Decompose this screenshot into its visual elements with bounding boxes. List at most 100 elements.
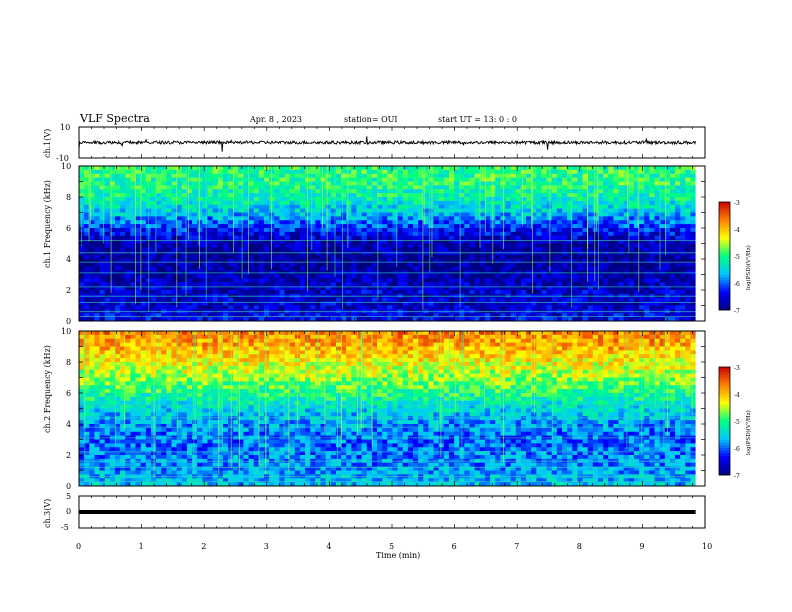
spectrogram-cell [192,177,198,182]
spectrogram-cell [176,243,183,248]
spectrogram-cell [500,259,506,264]
spectrogram-cell [479,262,486,268]
spectrogram-cell [644,290,650,295]
spectrogram-cell [310,297,316,303]
spectrogram-cell [664,251,671,256]
spectrogram-cell [649,297,655,303]
spectrogram-cell [510,247,517,252]
spectrogram-cell [577,290,583,295]
spectrogram-cell [289,224,296,229]
spectrogram-cell [690,301,697,306]
spectrogram-cell [526,313,532,318]
spectrogram-cell [618,224,625,229]
spectrogram-cell [382,197,388,202]
spectrogram-cell [505,247,512,252]
spectrogram-cell [243,239,249,244]
spectrogram-cell [531,185,537,190]
spectrogram-cell [387,200,393,206]
spectrogram-cell [186,274,193,279]
spectrogram-cell [289,235,296,241]
spectrogram-cell [664,274,671,279]
spectrogram-cell [330,216,337,221]
spectrogram-cell [371,177,378,182]
spectrogram-cell [659,193,666,198]
spectrogram-cell [438,259,445,264]
spectrogram-cell [238,243,244,248]
spectrogram-cell [315,189,321,194]
spectrogram-cell [361,173,368,179]
spectrogram-cell [675,235,681,241]
spectrogram-cell [371,173,378,179]
spectrogram-cell [315,235,321,241]
spectrogram-cell [490,290,496,295]
spectrogram-cell [633,286,640,291]
spectrogram-cell [675,231,681,237]
spectrogram-cell [284,231,291,237]
spectrogram-cell [192,212,198,217]
spectrogram-cell [130,247,136,252]
spectrogram-cell [99,235,106,241]
spectrogram-cell [377,228,383,233]
spectrogram-cell [690,231,697,237]
spectrogram-cell [305,305,311,310]
spectrogram-cell [413,228,419,233]
spectrogram-cell [551,197,558,202]
spectrogram-cell [382,193,388,198]
spectrogram-cell [479,216,486,221]
spectrogram-cell [443,197,450,202]
spectrogram-cell [330,282,337,287]
spectrogram-cell [675,274,681,279]
spectrogram-cell [366,189,373,194]
spectrogram-cell [618,286,625,291]
spectrogram-cell [125,278,131,283]
spectrogram-cell [284,204,291,210]
spectrogram-cell [233,228,239,233]
spectrogram-cell [454,278,460,283]
spectrogram-cell [613,278,619,283]
spectrogram-cell [125,166,131,171]
spectrogram-cell [207,216,213,221]
spectrogram-cell [418,200,424,206]
spectrogram-cell [89,173,95,179]
spectrogram-cell [279,239,285,244]
spectrogram-cell [418,266,424,272]
spectrogram-cell [551,189,558,194]
spectrogram-cell [222,208,229,213]
spectrogram-cell [156,185,162,190]
spectrogram-cell [644,317,650,322]
spectrogram-cell [289,173,296,179]
spectrogram-cell [469,297,476,303]
spectrogram-cell [330,317,337,322]
spectrogram-cell [423,266,429,272]
spectrogram-cell [377,220,383,225]
spectrogram-cell [603,262,609,268]
spectrogram-cell [685,181,691,186]
spectrogram-cell [315,313,321,318]
spectrogram-cell [644,243,650,248]
spectrogram-cell [150,278,157,283]
spectrogram-cell [510,297,517,303]
spectrogram-cell [669,301,676,306]
spectrogram-cell [531,208,537,213]
spectrogram-cell [520,266,527,272]
spectrogram-cell [469,189,476,194]
spectrogram-cell [505,185,512,190]
spectrogram-cell [685,247,691,252]
spectrogram-cell [536,251,542,256]
spectrogram-cell [176,228,183,233]
spectrogram-cell [104,313,111,318]
spectrogram-cell [418,278,424,283]
spectrogram-cell [356,204,363,210]
spectrogram-cell [526,200,532,206]
spectrogram-cell [156,197,162,202]
spectrogram-cell [433,290,440,295]
spectrogram-cell [114,259,121,264]
spectrogram-cell [181,185,188,190]
spectrogram-cell [592,262,599,268]
spectrogram-cell [228,166,234,171]
spectrogram-cell [197,305,203,310]
spectrogram-cell [474,197,481,202]
spectrogram-cell [361,208,368,213]
spectrogram-cell [520,231,527,237]
spectrogram-cell [392,274,398,279]
